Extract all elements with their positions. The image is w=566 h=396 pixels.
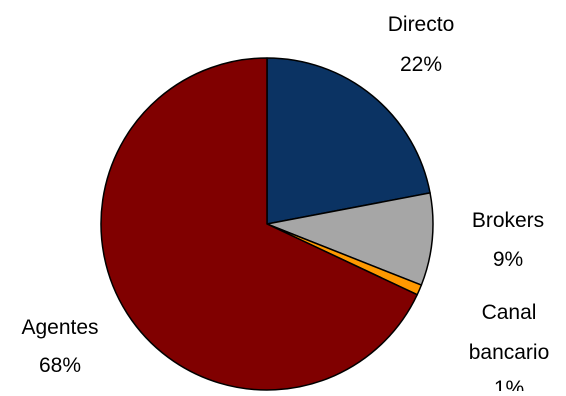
- pie-slice-brokers: [266, 192, 434, 286]
- pie-slice-agentes: [100, 57, 418, 391]
- label-brokers-name: Brokers: [472, 209, 544, 232]
- label-directo-value: 22%: [400, 53, 442, 76]
- label-canal-value: 1%: [494, 377, 524, 391]
- label-canal-line1: Canal: [482, 301, 537, 324]
- label-agentes-value: 68%: [39, 354, 81, 377]
- label-brokers-value: 9%: [493, 248, 523, 271]
- label-agentes-name: Agentes: [21, 316, 98, 339]
- label-directo-name: Directo: [388, 13, 455, 36]
- pie-slices: [100, 57, 434, 391]
- label-canal-line2: bancario: [469, 341, 550, 364]
- pie-slice-directo: [266, 57, 431, 225]
